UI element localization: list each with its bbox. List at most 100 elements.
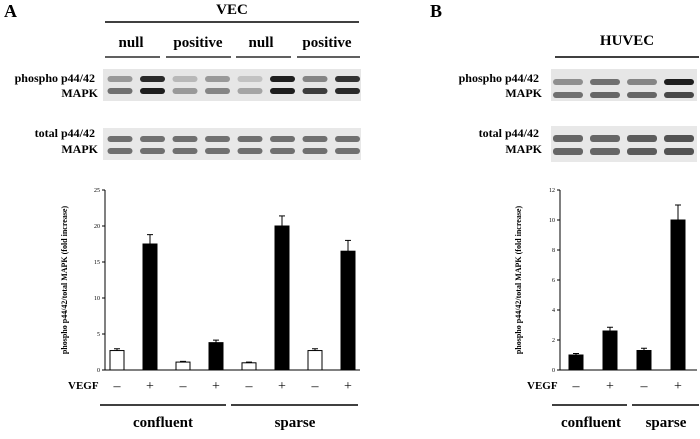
panel-a-phospho-lane-band-lower (205, 88, 230, 94)
panel-b-total-lane-band-lower (664, 148, 694, 155)
panel-b-vegf-sign: + (674, 379, 682, 394)
panel-a: A VEC null positive null positive phosph… (4, 1, 361, 431)
panel-a-vegf-sign: – (311, 379, 320, 394)
panel-b: B HUVEC phospho p44/42 MAPK total p44/42… (430, 1, 699, 431)
panel-b-phospho-lane-band-lower (553, 92, 583, 98)
panel-a-phospho-lane-band-upper (270, 76, 295, 82)
panel-a-total-lane-band-upper (335, 136, 360, 142)
panel-b-total-lane-band-lower (553, 148, 583, 155)
panel-b-vegf-signs: – + – + (572, 379, 683, 394)
panel-b-chart-y-tick-label: 12 (549, 188, 555, 194)
panel-b-total-label-line2: MAPK (505, 142, 542, 156)
panel-b-vegf-sign: – (572, 379, 581, 394)
panel-b-phospho-lane-band-lower (590, 92, 620, 98)
panel-b-phospho-lane-band-lower (664, 92, 694, 98)
panel-b-chart-bar (603, 331, 617, 370)
panel-a-phospho-lane-band-upper (205, 76, 230, 82)
panel-b-total-lane-band-upper (590, 135, 620, 142)
panel-a-total-lane-band-lower (335, 148, 360, 154)
panel-b-phospho-label: phospho p44/42 MAPK (459, 71, 543, 100)
panel-a-total-lane-band-upper (140, 136, 165, 142)
panel-a-total-lane-band-lower (205, 148, 230, 154)
panel-a-letter: A (4, 1, 17, 21)
panel-b-chart-y-tick-label: 4 (552, 308, 555, 314)
panel-b-chart-y-axis-label: phospho p44/42/total MAPK (fold increase… (514, 206, 523, 355)
panel-a-chart-bar (110, 351, 124, 370)
panel-a-phospho-lane-band-lower (335, 88, 360, 94)
panel-a-chart-bar (143, 244, 157, 370)
panel-b-phospho-lane-band-lower (627, 92, 657, 98)
panel-a-vegf-sign: – (245, 379, 254, 394)
panel-a-phospho-lane-band-upper (108, 76, 133, 82)
panel-a-total-blot (103, 128, 361, 160)
panel-a-chart-y-tick-label: 20 (94, 224, 100, 230)
panel-a-chart: 0510152025phospho p44/42/total MAPK (fol… (60, 188, 360, 374)
panel-b-cell-line: HUVEC (600, 33, 654, 49)
panel-b-vegf-sign: + (606, 379, 614, 394)
panel-a-vegf-sign: + (146, 379, 154, 394)
panel-a-chart-bar (341, 251, 355, 370)
panel-b-vegf-label: VEGF (527, 380, 558, 392)
panel-a-total-lane-band-upper (205, 136, 230, 142)
panel-a-phospho-lane-band-upper (335, 76, 360, 82)
panel-b-total-lane-band-upper (553, 135, 583, 142)
panel-b-chart-y-tick-label: 10 (549, 218, 555, 224)
panel-b-chart-y-tick-label: 2 (552, 338, 555, 344)
panel-b-phospho-label-line1: phospho p44/42 (459, 71, 539, 85)
panel-a-condition-sparse: sparse (275, 415, 316, 431)
panel-b-chart-y-tick-label: 6 (552, 278, 555, 284)
panel-a-phospho-label: phospho p44/42 MAPK (15, 71, 99, 100)
panel-a-chart-y-axis-label: phospho p44/42/total MAPK (fold increase… (60, 206, 69, 355)
panel-a-vegf-label: VEGF (68, 380, 99, 392)
panel-a-total-lane-band-upper (238, 136, 263, 142)
panel-a-chart-bar (308, 351, 322, 370)
panel-a-total-lane-band-upper (303, 136, 328, 142)
panel-a-total-lane-band-lower (140, 148, 165, 154)
panel-a-total-lane-band-lower (238, 148, 263, 154)
panel-a-group-positive-1: positive (173, 35, 223, 51)
panel-a-phospho-label-line1: phospho p44/42 (15, 71, 95, 85)
panel-b-chart-y-tick-label: 0 (552, 368, 555, 374)
panel-b-total-lane-band-lower (627, 148, 657, 155)
panel-a-phospho-lane-band-lower (173, 88, 198, 94)
panel-a-total-label: total p44/42 MAPK (35, 126, 99, 156)
panel-a-phospho-lane-band-lower (140, 88, 165, 94)
panel-b-phospho-label-line2: MAPK (505, 86, 542, 100)
panel-a-total-lane-band-lower (270, 148, 295, 154)
panel-a-total-lane-band-lower (108, 148, 133, 154)
panel-b-total-label: total p44/42 MAPK (479, 126, 543, 156)
panel-a-phospho-lane-band-upper (303, 76, 328, 82)
panel-b-chart-y-tick-label: 8 (552, 248, 555, 254)
panel-a-phospho-label-line2: MAPK (61, 86, 98, 100)
panel-a-condition-confluent: confluent (133, 415, 193, 431)
panel-a-phospho-blot (103, 69, 361, 101)
panel-a-total-label-line2: MAPK (61, 142, 98, 156)
panel-a-vegf-sign: – (179, 379, 188, 394)
panel-a-phospho-lane-band-lower (238, 88, 263, 94)
panel-a-vegf-sign: – (113, 379, 122, 394)
panel-a-total-lane-band-upper (270, 136, 295, 142)
panel-a-group-null-2: null (248, 35, 273, 51)
panel-a-total-label-line1: total p44/42 (35, 126, 95, 140)
panel-a-phospho-lane-band-upper (140, 76, 165, 82)
panel-a-cell-line: VEC (216, 2, 248, 18)
panel-b-total-lane-band-upper (664, 135, 694, 142)
panel-a-chart-bar (209, 343, 223, 370)
panel-a-chart-bar (242, 363, 256, 370)
panel-a-phospho-lane-band-upper (173, 76, 198, 82)
panel-b-total-lane-band-upper (627, 135, 657, 142)
panel-a-chart-y-tick-label: 0 (97, 368, 100, 374)
panel-b-total-blot (551, 126, 697, 162)
panel-b-phospho-lane-band-upper (627, 79, 657, 85)
panel-a-phospho-lane-band-upper (238, 76, 263, 82)
panel-b-chart-bar (569, 355, 583, 370)
panel-a-phospho-lane-band-lower (108, 88, 133, 94)
panel-b-condition-sparse: sparse (646, 415, 687, 431)
panel-a-group-null-1: null (118, 35, 143, 51)
panel-a-chart-y-tick-label: 25 (94, 188, 100, 194)
panel-a-phospho-lane-band-lower (270, 88, 295, 94)
panel-b-chart-bar (637, 351, 651, 371)
panel-b-phospho-lane-band-upper (590, 79, 620, 85)
panel-b-phospho-lane-band-upper (553, 79, 583, 85)
